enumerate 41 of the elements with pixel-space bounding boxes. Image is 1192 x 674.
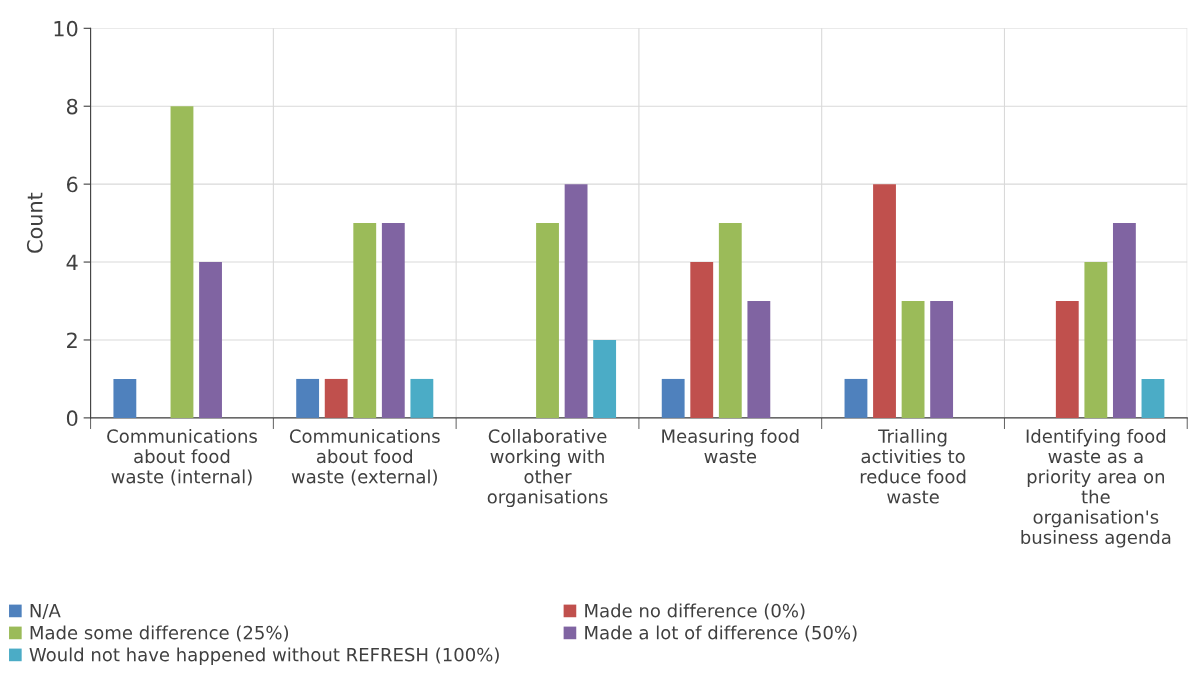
bar xyxy=(718,223,742,418)
y-tick-label: 10 xyxy=(54,20,78,37)
bar xyxy=(690,262,714,418)
bar xyxy=(1141,378,1165,418)
bar xyxy=(113,378,137,418)
bar xyxy=(1055,301,1079,418)
bar xyxy=(410,378,434,418)
y-tick-label: 6 xyxy=(66,176,78,193)
bar xyxy=(381,223,405,418)
legend-label: Made some difference (25%) xyxy=(30,625,289,642)
bar xyxy=(536,223,559,418)
x-tick-label: Communications about food waste (internal) xyxy=(107,428,257,486)
y-axis-title: Count xyxy=(26,192,43,253)
bar xyxy=(1084,262,1108,418)
bar xyxy=(873,184,896,418)
y-tick-label: 2 xyxy=(67,332,77,348)
x-tick-label: Trialling activities to reduce food waste xyxy=(860,428,966,504)
x-tick-label: Collaborative working with other organisations xyxy=(487,428,608,508)
legend-label: N/A xyxy=(30,604,61,619)
x-tick-label: Communications about food waste (external) xyxy=(289,428,440,486)
bar xyxy=(661,378,685,418)
legend-label: Made no difference (0%) xyxy=(585,603,805,620)
bar xyxy=(930,301,954,418)
bar xyxy=(564,184,588,418)
bar xyxy=(844,378,868,418)
bar xyxy=(296,378,320,418)
bar xyxy=(199,262,222,418)
y-tick-label: 0 xyxy=(66,410,78,427)
bar xyxy=(747,301,771,418)
y-tick-label: 4 xyxy=(66,254,78,270)
legend-label: Would not have happened without REFRESH (100%) xyxy=(29,647,499,665)
bar xyxy=(901,301,925,418)
bar xyxy=(170,106,194,418)
bar xyxy=(353,223,377,418)
legend-label: Made a lot of difference (50%) xyxy=(585,625,857,642)
x-tick-label: Measuring food waste xyxy=(662,428,799,464)
bar xyxy=(593,339,617,418)
bar xyxy=(1112,223,1136,418)
y-tick-label: 8 xyxy=(66,98,78,115)
bar xyxy=(324,378,348,418)
x-tick-label: Identifying food waste as a priority area on the organisation's business agenda xyxy=(1021,428,1171,548)
